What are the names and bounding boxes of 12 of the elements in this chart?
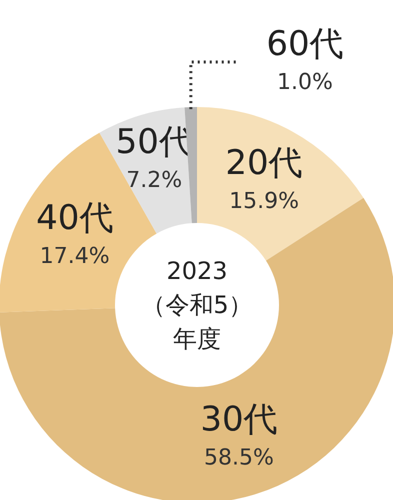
- text: 年度: [173, 325, 221, 353]
- text: （令和5）: [141, 291, 253, 319]
- slice-label: 60代: [266, 24, 344, 64]
- text: 2023: [166, 257, 228, 285]
- slice-label: 20代: [225, 143, 303, 184]
- data-label: 1.0%: [277, 70, 333, 95]
- slice-label: 40代: [36, 198, 114, 238]
- data-label: 15.9%: [229, 189, 300, 214]
- data-label: 17.4%: [40, 244, 110, 269]
- slice-label: 30代: [200, 400, 278, 440]
- data-label: 7.2%: [126, 168, 182, 194]
- data-label: 58.5%: [204, 446, 274, 471]
